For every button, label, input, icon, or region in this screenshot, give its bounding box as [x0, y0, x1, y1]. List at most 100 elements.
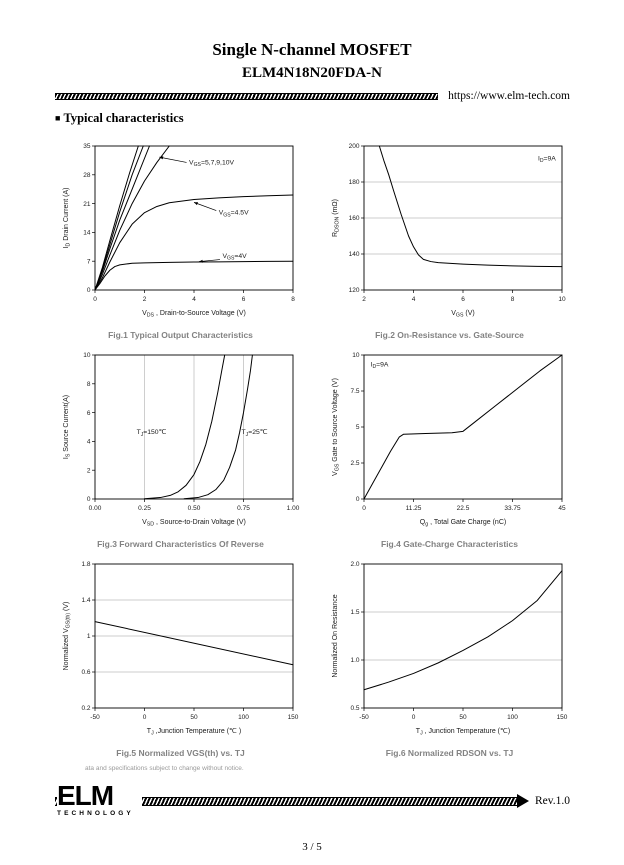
svg-text:14: 14 — [83, 230, 91, 237]
svg-text:VSD , Source-to-Drain Voltage: VSD , Source-to-Drain Voltage (V) — [142, 519, 246, 528]
svg-text:0.5: 0.5 — [350, 705, 359, 712]
figure-gate-charge: 0 11.25 22.5 33.75 45 0 2.5 5 7.5 10 Qg , Total Ga… — [328, 345, 572, 550]
svg-text:ID Drain Current (A): ID Drain Current (A) — [63, 188, 72, 249]
svg-text:6: 6 — [461, 296, 465, 303]
section-bullet-square: ■ — [55, 113, 61, 123]
svg-text:1.8: 1.8 — [81, 561, 90, 568]
svg-text:VGS=4V: VGS=4V — [222, 253, 247, 262]
output-characteristics-chart: 0 2 4 6 8 0 7 14 21 28 35 VDS , Drain-to-Source Vol… — [63, 143, 295, 319]
svg-text:45: 45 — [558, 505, 566, 512]
disclaimer-note: ata and specifications subject to change… — [85, 765, 244, 772]
fig1-caption: Fig.1 Typical Output Characteristics — [108, 330, 253, 340]
svg-text:0: 0 — [86, 287, 90, 294]
fig5-caption: Fig.5 Normalized VGS(th) vs. TJ — [116, 748, 245, 758]
page-number: 3 / 5 — [302, 841, 322, 853]
svg-text:33.75: 33.75 — [504, 505, 521, 512]
svg-text:100: 100 — [238, 714, 249, 721]
svg-text:VDS , Drain-to-Source Voltage: VDS , Drain-to-Source Voltage (V) — [142, 310, 246, 319]
svg-text:11.25: 11.25 — [405, 505, 421, 512]
forward-characteristics-chart: 0.00 0.25 0.50 0.75 1.00 0 2 4 6 8 10 VSD , Source-… — [63, 352, 300, 528]
svg-text:VGS Gate to Source Voltage (V: VGS Gate to Source Voltage (V) — [332, 378, 341, 476]
svg-text:180: 180 — [348, 179, 359, 186]
svg-text:2.5: 2.5 — [350, 460, 359, 467]
part-number: ELM4N18N20FDA-N — [242, 65, 382, 81]
svg-text:0.2: 0.2 — [81, 705, 90, 712]
svg-text:-50: -50 — [359, 714, 369, 721]
figure-normalized-vgsth: -50 0 50 100 150 0.2 0.6 1 1.4 1.8 TJ ,Junction Te… — [59, 554, 303, 759]
svg-text:4: 4 — [192, 296, 196, 303]
svg-text:6: 6 — [241, 296, 245, 303]
page-title: Single N-channel MOSFET — [212, 40, 412, 59]
fig4-caption: Fig.4 Gate-Charge Characteristics — [381, 539, 518, 549]
svg-text:10: 10 — [83, 352, 91, 359]
svg-text:0.00: 0.00 — [88, 505, 101, 512]
logo-wordmark: ELM — [57, 779, 114, 811]
svg-text:Normalized On Resistance: Normalized On Resistance — [332, 594, 339, 677]
svg-text:0.25: 0.25 — [138, 505, 151, 512]
svg-text:1.5: 1.5 — [350, 609, 359, 616]
footer-arrow-icon — [516, 794, 529, 808]
svg-text:22.5: 22.5 — [456, 505, 469, 512]
svg-text:0: 0 — [411, 714, 415, 721]
svg-text:8: 8 — [86, 381, 90, 388]
svg-text:4: 4 — [411, 296, 415, 303]
svg-text:VGS (V): VGS (V) — [451, 310, 475, 319]
svg-text:10: 10 — [352, 352, 360, 359]
section-heading: ■ Typical characteristics — [55, 110, 624, 126]
svg-text:1.0: 1.0 — [350, 657, 359, 664]
svg-text:0: 0 — [355, 496, 359, 503]
logo-subtitle: TECHNOLOGY — [57, 809, 134, 817]
svg-text:21: 21 — [83, 201, 91, 208]
svg-text:TJ=150℃: TJ=150℃ — [136, 429, 166, 438]
svg-text:160: 160 — [348, 215, 359, 222]
svg-text:2: 2 — [86, 467, 90, 474]
svg-text:0: 0 — [142, 714, 146, 721]
svg-text:5: 5 — [355, 424, 359, 431]
svg-text:0.75: 0.75 — [237, 505, 250, 512]
svg-text:4: 4 — [86, 439, 90, 446]
charts-grid: 0 2 4 6 8 0 7 14 21 28 35 VDS , Drain-to-Source Vol… — [46, 136, 584, 759]
svg-text:IS Source Current(A): IS Source Current(A) — [63, 395, 72, 459]
footer-divider-row: Rev.1.0 — [55, 794, 570, 808]
svg-text:8: 8 — [510, 296, 514, 303]
svg-text:TJ ,Junction Temperature (℃ ): TJ ,Junction Temperature (℃ ) — [146, 728, 240, 737]
svg-text:1.4: 1.4 — [81, 597, 90, 604]
svg-text:ID=9A: ID=9A — [370, 362, 388, 371]
svg-text:150: 150 — [556, 714, 567, 721]
revision-label: Rev.1.0 — [534, 795, 570, 807]
svg-text:2: 2 — [362, 296, 366, 303]
svg-text:100: 100 — [507, 714, 518, 721]
fig3-caption: Fig.3 Forward Characteristics Of Reverse — [97, 539, 264, 549]
footer-hatch-band — [55, 796, 518, 806]
svg-text:0: 0 — [93, 296, 97, 303]
svg-text:Qg , Total Gate Charge (nC): Qg , Total Gate Charge (nC) — [419, 519, 505, 528]
svg-text:2: 2 — [142, 296, 146, 303]
svg-text:7: 7 — [86, 258, 90, 265]
svg-text:200: 200 — [348, 143, 359, 150]
svg-text:0: 0 — [86, 496, 90, 503]
figure-normalized-rdson: -50 0 50 100 150 0.5 1.0 1.5 2.0 TJ , Junction Te… — [328, 554, 572, 759]
header-hatch-band — [55, 92, 439, 100]
fig6-caption: Fig.6 Normalized RDSON vs. TJ — [385, 748, 514, 758]
svg-text:35: 35 — [83, 143, 91, 150]
svg-text:7.5: 7.5 — [350, 388, 359, 395]
svg-text:120: 120 — [348, 287, 359, 294]
svg-text:50: 50 — [190, 714, 198, 721]
svg-text:TJ , Junction Temperature (℃): TJ , Junction Temperature (℃) — [415, 728, 509, 737]
website-link[interactable]: https://www.elm-tech.com — [448, 90, 570, 102]
svg-text:140: 140 — [348, 251, 359, 258]
gate-charge-chart: 0 11.25 22.5 33.75 45 0 2.5 5 7.5 10 Qg , Total Ga… — [332, 352, 566, 528]
svg-text:0.6: 0.6 — [81, 669, 90, 676]
on-resistance-chart: 2 4 6 8 10 120 140 160 180 200 VGS (V) RDSON (mΩ) ID… — [332, 143, 566, 319]
figure-forward-characteristics: 0.00 0.25 0.50 0.75 1.00 0 2 4 6 8 10 VSD , Source-… — [59, 345, 303, 550]
svg-text:10: 10 — [558, 296, 566, 303]
section-title: Typical characteristics — [63, 111, 184, 125]
figure-on-resistance: 2 4 6 8 10 120 140 160 180 200 VGS (V) RDSON (mΩ) ID… — [328, 136, 572, 341]
svg-text:6: 6 — [86, 410, 90, 417]
svg-text:TJ=25℃: TJ=25℃ — [241, 429, 267, 438]
svg-text:50: 50 — [459, 714, 467, 721]
svg-text:VGS=4.5V: VGS=4.5V — [218, 210, 248, 219]
figure-output-characteristics: 0 2 4 6 8 0 7 14 21 28 35 VDS , Drain-to-Source Vol… — [59, 136, 303, 341]
svg-text:ID=9A: ID=9A — [537, 155, 555, 164]
